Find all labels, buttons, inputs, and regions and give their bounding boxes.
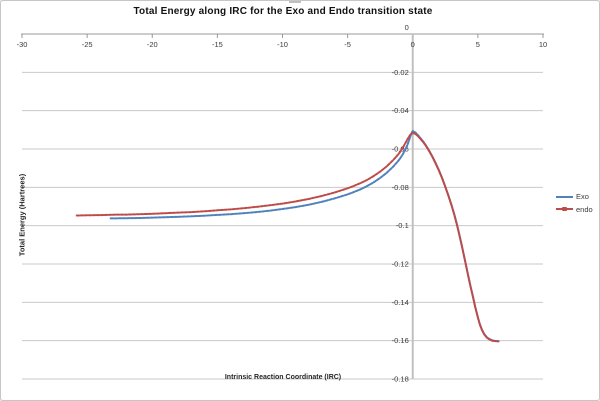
y-tick-label: -0.1 <box>396 221 409 230</box>
x-axis-title: Intrinsic Reaction Coordinate (IRC) <box>224 374 342 381</box>
x-tick-label: -10 <box>277 40 288 49</box>
endo-swatch-marker <box>562 207 567 212</box>
x-tick-label: 10 <box>539 40 547 49</box>
exo-line-swatch <box>556 195 573 199</box>
x-tick-label: -20 <box>147 40 158 49</box>
y-tick-label: -0.08 <box>392 183 409 192</box>
series-line-endo[interactable] <box>75 131 500 343</box>
y-tick-label: -0.16 <box>392 336 409 345</box>
y-tick-label: 0 <box>405 23 409 32</box>
legend-label-exo: Exo <box>576 192 589 201</box>
exo-swatch-line <box>556 195 573 198</box>
x-tick-label: 0 <box>411 40 415 49</box>
x-tick-label: -15 <box>212 40 223 49</box>
x-tick-label: -25 <box>82 40 93 49</box>
x-tick-label: 5 <box>476 40 480 49</box>
y-tick-label: -0.06 <box>392 145 409 154</box>
y-tick-label: -0.12 <box>392 260 409 269</box>
y-tick-label: -0.02 <box>392 68 409 77</box>
legend-item-exo[interactable]: Exo <box>556 193 593 201</box>
y-axis-title: Total Energy (Hartrees) <box>17 173 27 257</box>
top-edge-artifact <box>289 1 301 3</box>
y-tick-label: -0.04 <box>392 106 409 115</box>
y-tick-label: -0.14 <box>392 298 409 307</box>
legend: Exo endo <box>556 193 593 213</box>
legend-label-endo: endo <box>576 204 593 214</box>
x-tick-label: -5 <box>344 40 351 49</box>
y-tick-label: -0.18 <box>392 375 409 384</box>
chart-title: Total Energy along IRC for the Exo and E… <box>133 6 433 17</box>
x-tick-label: -30 <box>17 40 28 49</box>
series-line-exo[interactable] <box>109 130 500 343</box>
legend-item-endo[interactable]: endo <box>556 204 593 214</box>
endo-line-swatch <box>556 207 573 212</box>
